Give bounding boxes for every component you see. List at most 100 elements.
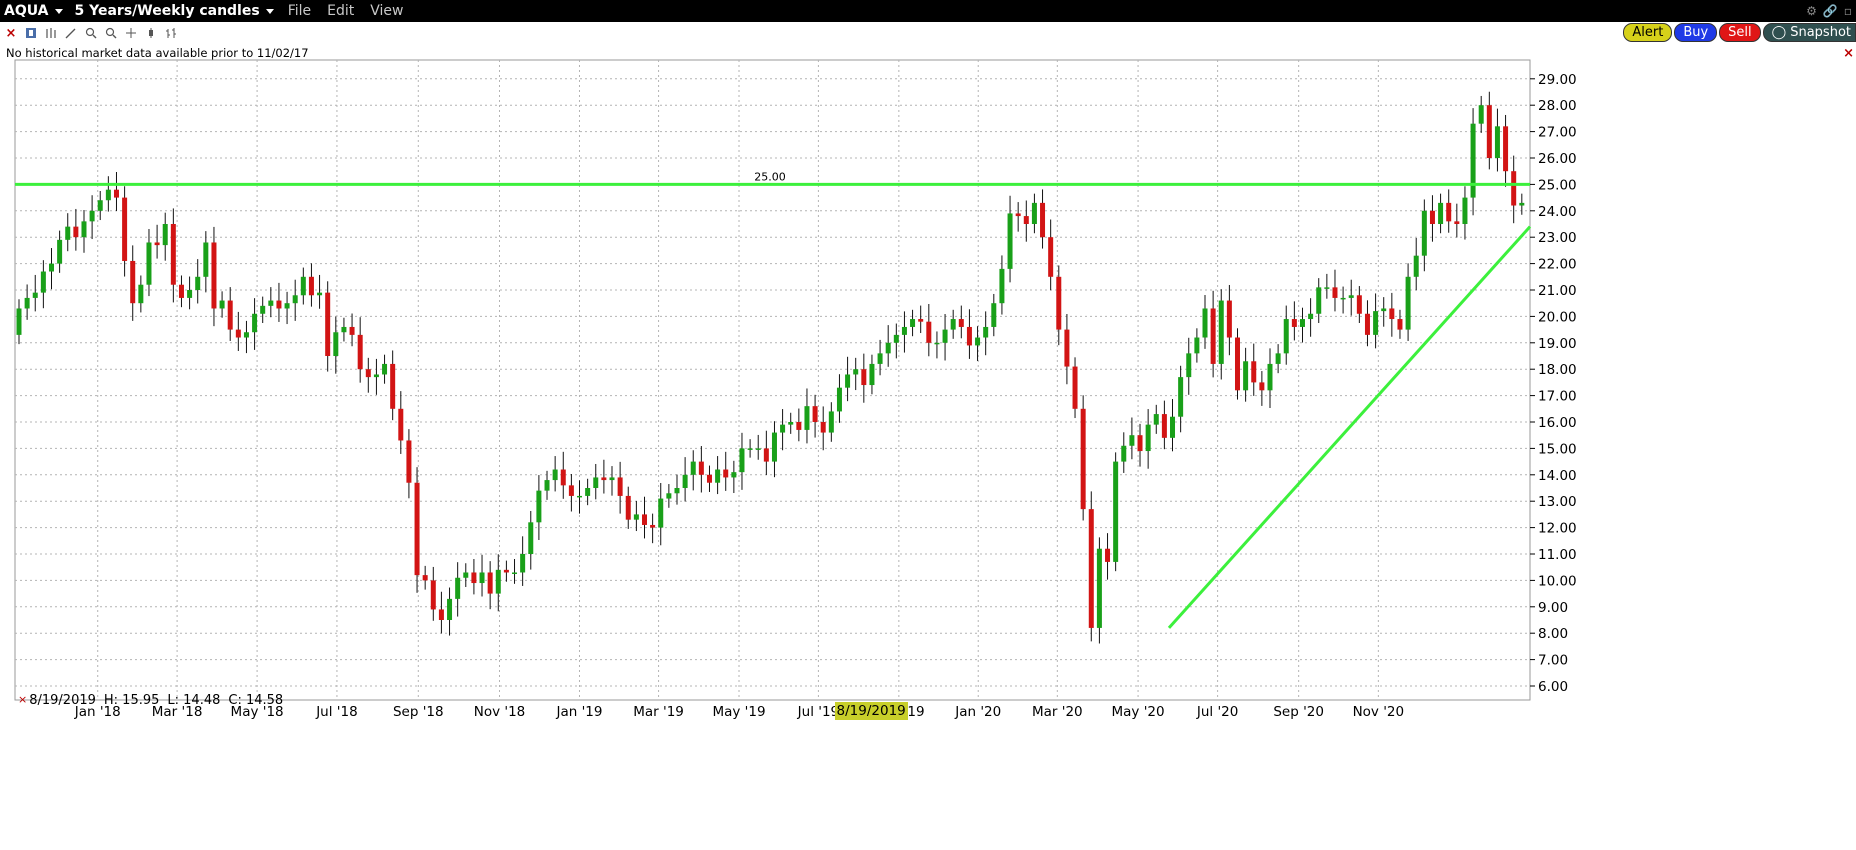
candle-up	[666, 493, 672, 499]
candle-down	[178, 284, 184, 298]
candle-down	[1080, 408, 1086, 510]
info-close: C: 14.58	[228, 693, 284, 708]
candle-down	[1397, 319, 1403, 330]
candle-down	[1446, 202, 1452, 222]
chevron-down-icon	[54, 8, 63, 14]
gear-icon[interactable]: ⚙	[1806, 4, 1817, 18]
period-label: 5 Years/Weekly candles	[74, 3, 260, 19]
info-low: L: 14.48	[167, 693, 221, 708]
alert-button[interactable]: Alert	[1623, 23, 1673, 42]
draw-tool-icon[interactable]	[62, 24, 80, 42]
y-tick-label: 29.00	[1538, 72, 1577, 88]
candle-down	[1210, 308, 1216, 364]
menu-edit[interactable]: Edit	[319, 0, 362, 22]
buy-button[interactable]: Buy	[1674, 23, 1718, 42]
candle-down	[1251, 361, 1257, 383]
candle-up	[1202, 308, 1208, 338]
candle-up	[341, 326, 347, 333]
order-buttons: Alert Buy Sell ◯ Snapshot	[1623, 23, 1856, 43]
bar-icon[interactable]	[42, 24, 60, 42]
candle-up	[495, 569, 501, 594]
refresh-icon: ◯	[1771, 25, 1787, 40]
candle-up	[609, 477, 615, 481]
candle-up	[16, 308, 22, 335]
candle-up	[674, 488, 680, 494]
menu-file[interactable]: File	[280, 0, 319, 22]
candle-down	[698, 461, 704, 475]
sell-button[interactable]: Sell	[1719, 23, 1761, 42]
candle-down	[861, 369, 867, 386]
candle-up	[1421, 210, 1427, 256]
y-tick-label: 13.00	[1538, 494, 1577, 510]
candle-down	[1356, 295, 1362, 314]
close-icon[interactable]: ×	[1843, 46, 1854, 61]
y-tick-label: 8.00	[1538, 626, 1568, 642]
candle-up	[869, 363, 875, 386]
candle-up	[739, 448, 745, 473]
candle-up	[934, 342, 940, 345]
info-high: H: 15.95	[103, 693, 160, 708]
candle-down	[398, 408, 404, 441]
candle-up	[853, 369, 859, 375]
menu-view[interactable]: View	[362, 0, 411, 22]
candle-down	[1429, 210, 1435, 224]
candle-up	[1186, 353, 1192, 378]
candle-up	[1316, 287, 1322, 314]
candle-up	[893, 334, 899, 343]
candle-down	[357, 334, 363, 370]
zoom-in-icon[interactable]	[82, 24, 100, 42]
candle-up	[999, 268, 1005, 304]
candle-down	[1234, 337, 1240, 391]
candle-up	[828, 411, 834, 433]
candle-down	[1511, 171, 1517, 206]
candle-down	[1291, 319, 1297, 327]
symbol-dropdown[interactable]: AQUA	[0, 0, 69, 22]
y-tick-label: 18.00	[1538, 362, 1577, 378]
trend-line[interactable]	[1167, 225, 1532, 629]
crosshair-icon[interactable]	[122, 24, 140, 42]
candle-up	[1470, 123, 1476, 198]
candle-up	[455, 577, 461, 599]
candle-down	[1064, 329, 1070, 367]
candlestick-chart[interactable]: 25.00 6.00 7.00 8.00 9.00 10.00 11.00 12.00 13.…	[0, 58, 1856, 722]
candle-up	[1243, 361, 1249, 391]
candle-up	[138, 284, 144, 304]
candle-icon[interactable]	[142, 24, 160, 42]
candle-down	[276, 300, 282, 309]
plot-frame	[14, 59, 1531, 701]
grid-lines	[14, 59, 1531, 701]
candle-up	[845, 374, 851, 388]
close-icon[interactable]: ×	[5, 25, 17, 41]
y-tick-label: 26.00	[1538, 151, 1577, 167]
candle-up	[1145, 424, 1151, 452]
pin-icon[interactable]: ▫	[1843, 4, 1852, 18]
candle-up	[788, 422, 794, 425]
candle-down	[1048, 237, 1054, 277]
candles	[16, 91, 1525, 644]
candle-up	[552, 469, 558, 481]
candle-down	[926, 321, 932, 343]
close-icon[interactable]: ×	[18, 693, 28, 706]
candle-down	[1332, 287, 1338, 298]
candle-up	[950, 319, 956, 330]
candle-up	[1324, 287, 1330, 289]
candle-down	[1503, 126, 1509, 172]
y-tick-label: 10.00	[1538, 573, 1577, 589]
candle-down	[170, 224, 176, 285]
candle-up	[1299, 319, 1305, 327]
snapshot-button[interactable]: ◯ Snapshot	[1762, 23, 1856, 42]
link-icon[interactable]: 🔗	[1822, 4, 1838, 18]
y-tick-label: 6.00	[1538, 679, 1568, 695]
bar-type-icon[interactable]	[22, 24, 40, 42]
candle-down	[625, 495, 631, 520]
period-dropdown[interactable]: 5 Years/Weekly candles	[69, 0, 280, 22]
candle-down	[1056, 276, 1062, 330]
candle-down	[723, 469, 729, 478]
candle-up	[771, 432, 777, 462]
zoom-out-icon[interactable]	[102, 24, 120, 42]
ohlc-icon[interactable]	[162, 24, 180, 42]
candle-up	[975, 337, 981, 346]
candle-up	[1153, 414, 1159, 425]
candle-up	[577, 495, 583, 498]
candle-down	[422, 575, 428, 581]
